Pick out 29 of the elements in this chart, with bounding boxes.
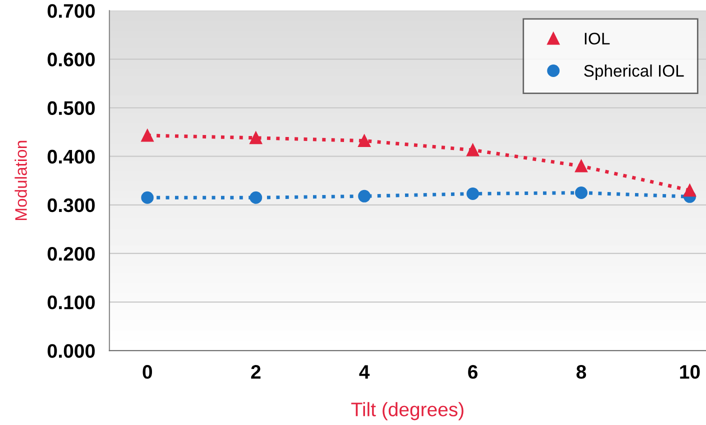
point: [466, 187, 480, 200]
x-axis-title: Tilt (degrees): [351, 402, 464, 420]
legend-label: IOL: [584, 32, 610, 45]
y-tick-label: 0.100: [48, 296, 95, 310]
point: [683, 184, 696, 197]
x-tick-label: 8: [576, 365, 586, 379]
point: [575, 186, 588, 200]
point: [466, 144, 480, 156]
legend-label: Spherical IOL: [584, 64, 684, 80]
point: [250, 132, 262, 144]
y-tick-label: 0.300: [48, 198, 95, 212]
x-tick-label: 0: [142, 365, 152, 379]
y-tick-label: 0.500: [48, 101, 95, 116]
point: [141, 129, 154, 142]
point: [141, 191, 154, 204]
y-tick-label: 0.400: [48, 150, 95, 164]
y-tick-label: 0.600: [48, 52, 95, 66]
x-tick-label: 10: [680, 365, 700, 379]
x-tick-label: 4: [359, 365, 370, 379]
y-tick-label: 0.000: [48, 344, 95, 358]
point: [250, 191, 262, 204]
y-axis-title: Modulation: [14, 140, 27, 220]
point: [358, 134, 371, 148]
y-tick-label: 0.200: [48, 246, 95, 261]
x-tick-label: 2: [251, 365, 260, 379]
point: [358, 190, 371, 202]
point: [575, 160, 588, 172]
x-tick-label: 6: [468, 365, 478, 379]
y-tick-label: 0.700: [48, 4, 95, 18]
